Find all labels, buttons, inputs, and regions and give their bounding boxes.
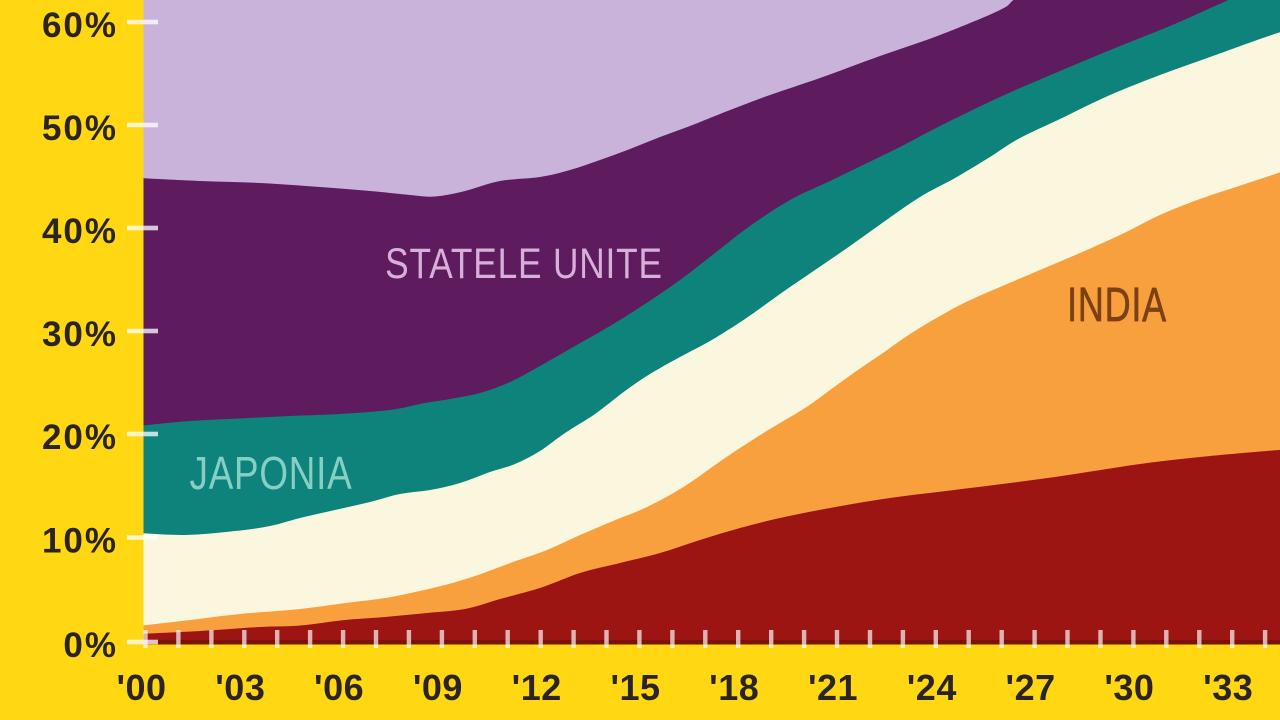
svg-text:'12: '12	[512, 667, 562, 708]
svg-text:STATELE UNITE: STATELE UNITE	[385, 240, 663, 288]
svg-text:'15: '15	[610, 667, 660, 708]
svg-text:'33: '33	[1203, 667, 1253, 708]
svg-text:INDIA: INDIA	[1067, 278, 1167, 331]
svg-text:20%: 20%	[42, 418, 118, 457]
svg-text:'18: '18	[709, 667, 759, 708]
svg-text:50%: 50%	[42, 109, 118, 148]
svg-text:30%: 30%	[42, 315, 118, 354]
svg-text:'09: '09	[413, 667, 463, 708]
svg-text:0%: 0%	[63, 626, 118, 665]
svg-text:'24: '24	[907, 667, 957, 708]
svg-text:10%: 10%	[42, 522, 118, 561]
svg-text:'03: '03	[215, 667, 265, 708]
svg-text:'30: '30	[1104, 667, 1154, 708]
svg-text:'21: '21	[808, 667, 858, 708]
svg-text:40%: 40%	[42, 212, 118, 251]
svg-text:'27: '27	[1006, 667, 1056, 708]
svg-text:'00: '00	[116, 667, 166, 708]
svg-text:60%: 60%	[42, 6, 118, 45]
svg-text:'06: '06	[314, 667, 364, 708]
svg-text:JAPONIA: JAPONIA	[189, 447, 352, 499]
